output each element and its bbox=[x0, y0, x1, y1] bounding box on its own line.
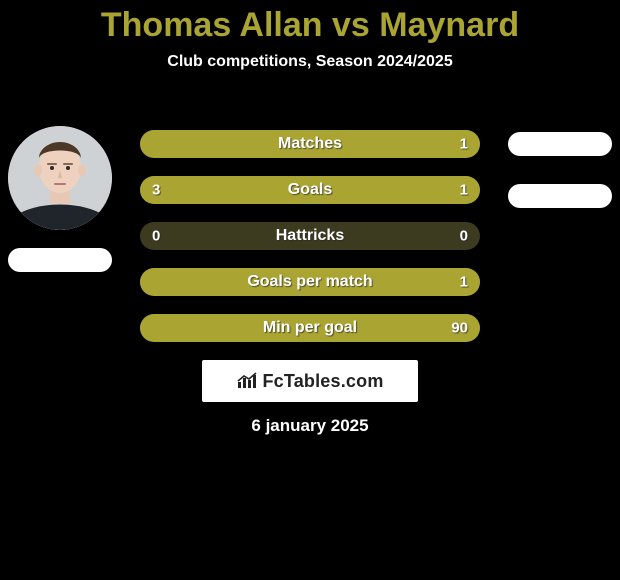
stat-bar-label: Goals bbox=[288, 181, 332, 199]
page-title: Thomas Allan vs Maynard bbox=[0, 6, 620, 45]
comparison-card: { "header": { "title": "Thomas Allan vs … bbox=[0, 6, 620, 580]
stat-bar-label: Min per goal bbox=[263, 319, 357, 337]
stat-bar-row: Goals per match 1 bbox=[140, 268, 480, 296]
footer-date: 6 january 2025 bbox=[0, 416, 620, 436]
stat-bar-right-value: 1 bbox=[460, 274, 468, 291]
branding-box: FcTables.com bbox=[202, 360, 418, 402]
player-right-pill-1 bbox=[508, 132, 612, 156]
stat-bar-row: Matches 1 bbox=[140, 130, 480, 158]
stat-bar-right-value: 1 bbox=[460, 136, 468, 153]
stat-bar-label: Matches bbox=[278, 135, 342, 153]
stat-bar-row: Min per goal 90 bbox=[140, 314, 480, 342]
stat-bars: Matches 1 Goals 3 1 Hattricks 0 0 Goals per matc… bbox=[140, 130, 480, 360]
stat-bar-row: Hattricks 0 0 bbox=[140, 222, 480, 250]
player-left-avatar bbox=[8, 126, 112, 230]
stat-bar-label: Hattricks bbox=[276, 227, 344, 245]
page-subtitle: Club competitions, Season 2024/2025 bbox=[0, 53, 620, 71]
stat-bar-right-value: 1 bbox=[460, 182, 468, 199]
stat-bar-right-value: 90 bbox=[451, 320, 468, 337]
player-left-name-pill bbox=[8, 248, 112, 272]
branding-text: FcTables.com bbox=[262, 371, 383, 392]
stat-bar-left-value: 3 bbox=[152, 182, 160, 199]
stat-bar-row: Goals 3 1 bbox=[140, 176, 480, 204]
stat-bar-fill-left bbox=[140, 176, 395, 204]
player-right-pill-2 bbox=[508, 184, 612, 208]
stat-bar-left-value: 0 bbox=[152, 228, 160, 245]
player-right-column bbox=[500, 126, 620, 208]
stat-bar-label: Goals per match bbox=[247, 273, 372, 291]
stat-bar-right-value: 0 bbox=[460, 228, 468, 245]
player-left-column bbox=[0, 126, 120, 272]
chart-icon bbox=[236, 372, 258, 390]
